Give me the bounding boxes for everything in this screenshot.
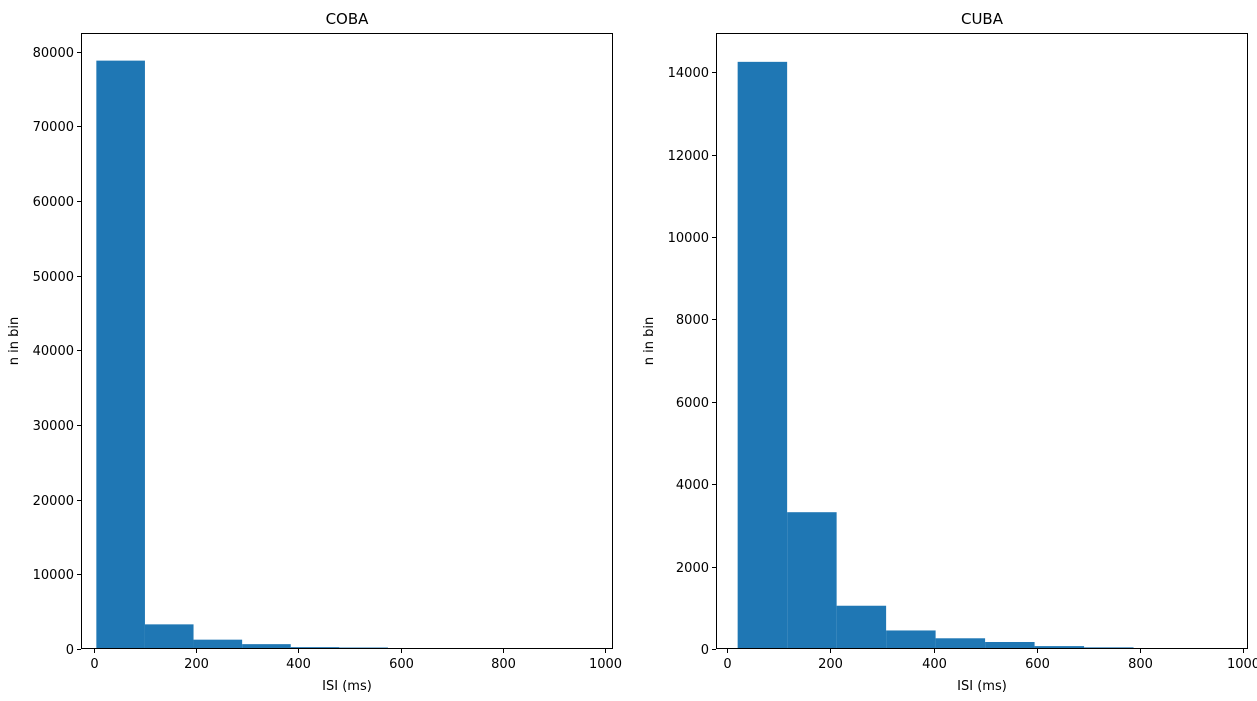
coba-x-tick-label-1: 200: [184, 657, 209, 672]
cuba-y-tick-label-3: 6000: [676, 396, 709, 411]
coba-x-tick-label-0: 0: [90, 657, 98, 672]
coba-axes-frame: [81, 33, 613, 649]
cuba-y-tick-label-7: 14000: [668, 66, 709, 81]
coba-histogram: 0 200 400 600 800 100001000020000300004000050…: [7, 10, 622, 694]
cuba-y-axis-label: n in bin: [642, 317, 657, 365]
cuba-title: CUBA: [961, 10, 1004, 28]
cuba-x-axis-label: ISI (ms): [957, 679, 1007, 694]
coba-y-tick-label-1: 10000: [33, 568, 74, 583]
coba-y-tick-label-3: 30000: [33, 419, 74, 434]
cuba-y-tick-label-5: 10000: [668, 231, 709, 246]
coba-y-tick-label-8: 80000: [33, 46, 74, 61]
cuba-y-tick-label-0: 0: [701, 643, 709, 658]
coba-bar-3: [242, 644, 291, 649]
coba-y-tick-label-4: 40000: [33, 344, 74, 359]
coba-x-tick-label-5: 1000: [589, 657, 622, 672]
cuba-x-tick-label-4: 800: [1128, 657, 1153, 672]
coba-y-axis-label: n in bin: [7, 317, 22, 365]
coba-y-tick-label-2: 20000: [33, 494, 74, 509]
cuba-axes-frame: [716, 33, 1248, 649]
cuba-bar-0: [737, 61, 788, 649]
coba-y-tick-label-5: 50000: [33, 270, 74, 285]
cuba-x-tick-label-0: 0: [723, 657, 731, 672]
cuba-x-tick-label-2: 400: [922, 657, 947, 672]
coba-y-tick-label-7: 70000: [33, 120, 74, 135]
coba-y-tick-label-0: 0: [66, 643, 74, 658]
cuba-y-tick-label-1: 2000: [676, 561, 709, 576]
cuba-y-tick-label-2: 4000: [676, 478, 709, 493]
cuba-bar-3: [886, 630, 936, 649]
cuba-bar-6: [1034, 646, 1085, 649]
coba-x-tick-label-4: 800: [491, 657, 516, 672]
cuba-x-tick-label-5: 1000: [1227, 657, 1257, 672]
cuba-bar-1: [787, 512, 837, 649]
cuba-y-tick-label-6: 12000: [668, 149, 709, 164]
cuba-histogram: 0 200 400 600 800 100002000400060008000100001…: [642, 10, 1257, 694]
coba-bar-1: [144, 624, 194, 649]
coba-x-tick-label-3: 600: [389, 657, 414, 672]
cuba-x-tick-label-1: 200: [818, 657, 843, 672]
coba-title: COBA: [326, 10, 370, 28]
coba-bar-0: [96, 60, 145, 650]
cuba-x-tick-label-3: 600: [1025, 657, 1050, 672]
cuba-bar-5: [985, 641, 1035, 649]
coba-y-tick-label-6: 60000: [33, 195, 74, 210]
coba-x-axis-label: ISI (ms): [322, 679, 372, 694]
coba-x-tick-label-2: 400: [286, 657, 311, 672]
cuba-y-tick-label-4: 8000: [676, 313, 709, 328]
cuba-bar-4: [935, 638, 986, 649]
coba-bar-2: [193, 639, 243, 649]
cuba-bar-2: [836, 605, 887, 649]
